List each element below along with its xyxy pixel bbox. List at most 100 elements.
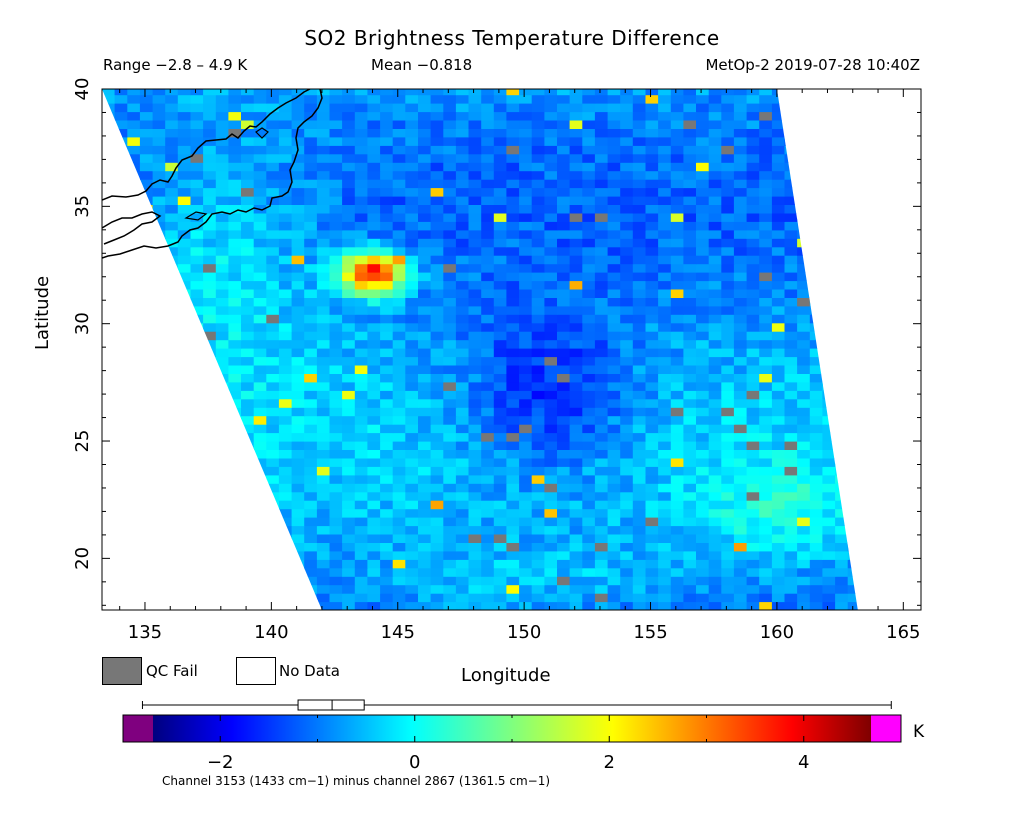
heatmap-cell xyxy=(860,103,873,112)
heatmap-cell xyxy=(847,381,858,391)
heatmap-cell xyxy=(746,424,760,434)
heatmap-cell xyxy=(847,432,858,442)
heatmap-cell xyxy=(911,593,924,602)
heatmap-cell xyxy=(203,508,217,518)
heatmap-cell xyxy=(215,120,229,129)
heatmap-cell xyxy=(873,559,886,568)
heatmap-cell xyxy=(607,474,621,484)
heatmap-cell xyxy=(190,593,204,603)
heatmap-cell xyxy=(316,255,331,265)
heatmap-cell xyxy=(481,238,495,248)
heatmap-cell xyxy=(278,381,293,391)
heatmap-cell xyxy=(557,162,571,172)
heatmap-cell xyxy=(557,289,571,298)
heatmap-cell xyxy=(620,103,634,113)
heatmap-cell xyxy=(380,94,394,104)
heatmap-cell xyxy=(645,305,659,315)
heatmap-cell xyxy=(873,340,886,349)
heatmap-cell xyxy=(771,415,786,425)
heatmap-cell xyxy=(670,246,684,256)
heatmap-cell xyxy=(594,212,609,222)
heatmap-cell xyxy=(127,576,141,586)
heatmap-cell xyxy=(215,457,229,467)
heatmap-cell xyxy=(177,94,191,104)
heatmap-cell xyxy=(670,280,684,290)
heatmap-cell xyxy=(329,314,343,324)
heatmap-cell xyxy=(481,381,495,391)
heatmap-cell xyxy=(443,272,457,282)
x-tick-label: 155 xyxy=(633,622,667,643)
heatmap-cell xyxy=(405,179,419,189)
heatmap-cell xyxy=(784,153,798,163)
heatmap-cell xyxy=(645,145,659,155)
heatmap-cell xyxy=(380,162,394,172)
heatmap-cell xyxy=(911,500,924,509)
heatmap-cell xyxy=(544,272,558,282)
heatmap-cell xyxy=(594,238,609,248)
heatmap-cell xyxy=(582,212,596,222)
heatmap-cell xyxy=(215,593,229,603)
heatmap-cell xyxy=(721,449,735,459)
heatmap-cell xyxy=(746,111,760,121)
heatmap-cell xyxy=(506,365,520,374)
heatmap-cell xyxy=(342,136,356,146)
heatmap-cell xyxy=(127,145,141,155)
heatmap-cell xyxy=(316,187,331,197)
heatmap-cell xyxy=(708,559,722,569)
heatmap-cell xyxy=(594,415,609,425)
heatmap-cell xyxy=(569,415,583,425)
heatmap-cell xyxy=(392,331,406,341)
heatmap-cell xyxy=(139,483,154,493)
heatmap-cell xyxy=(771,559,786,569)
heatmap-cell xyxy=(241,289,255,298)
heatmap-cell xyxy=(354,305,368,315)
heatmap-cell xyxy=(190,483,204,493)
heatmap-cell xyxy=(544,204,558,214)
heatmap-cell xyxy=(443,525,457,535)
heatmap-cell xyxy=(860,602,873,611)
heatmap-cell xyxy=(860,112,873,121)
heatmap-cell xyxy=(493,89,507,96)
heatmap-cell xyxy=(316,89,331,96)
heatmap-cell xyxy=(380,212,394,222)
heatmap-cell xyxy=(367,305,381,315)
heatmap-cell xyxy=(354,441,368,450)
heatmap-cell xyxy=(860,551,873,560)
heatmap-cell xyxy=(468,593,482,603)
heatmap-cell xyxy=(670,331,684,341)
heatmap-cell xyxy=(455,238,470,248)
heatmap-cell xyxy=(430,289,444,298)
heatmap-cell xyxy=(835,559,849,569)
heatmap-cell xyxy=(733,559,748,569)
heatmap-cell xyxy=(139,348,154,358)
heatmap-cell xyxy=(670,238,684,248)
heatmap-cell xyxy=(304,170,318,180)
heatmap-cell xyxy=(278,238,293,248)
heatmap-cell xyxy=(139,229,154,239)
heatmap-cell xyxy=(354,593,368,603)
heatmap-cell xyxy=(316,331,331,341)
heatmap-cell xyxy=(544,103,558,113)
heatmap-cell xyxy=(809,407,823,417)
heatmap-cell xyxy=(127,78,140,87)
heatmap-cell xyxy=(316,238,331,248)
heatmap-cell xyxy=(380,593,394,603)
heatmap-cell xyxy=(658,415,672,425)
heatmap-cell xyxy=(519,136,533,146)
heatmap-cell xyxy=(329,432,343,442)
heatmap-cell xyxy=(215,542,229,552)
heatmap-cell xyxy=(468,187,482,197)
heatmap-cell xyxy=(253,331,267,341)
heatmap-cell xyxy=(797,339,811,349)
heatmap-cell xyxy=(342,390,356,400)
heatmap-cell xyxy=(873,407,886,416)
heatmap-cell xyxy=(152,424,166,434)
heatmap-cell xyxy=(911,331,924,340)
heatmap-cell xyxy=(228,398,242,408)
heatmap-cell xyxy=(911,289,924,298)
heatmap-cell xyxy=(696,457,710,467)
heatmap-cell xyxy=(670,534,684,543)
heatmap-cell xyxy=(367,212,381,222)
heatmap-cell xyxy=(771,500,786,510)
heatmap-cell xyxy=(519,525,533,535)
